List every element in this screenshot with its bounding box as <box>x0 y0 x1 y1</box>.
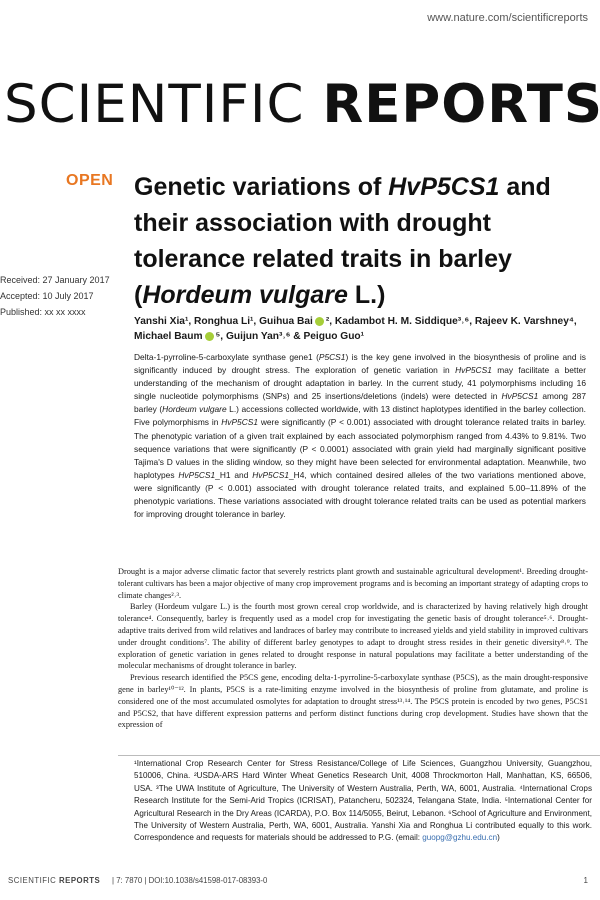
title-part: Genetic variations of <box>134 173 389 201</box>
open-access-label: OPEN <box>66 172 114 189</box>
abstract-text: _H4, which contained desired alleles of … <box>134 469 586 520</box>
gene-name: HvP5CS1 <box>252 469 289 480</box>
body-paragraph: Drought is a major adverse climatic fact… <box>118 567 588 600</box>
abstract-text: Delta-1-pyrroline-5-carboxylate synthase… <box>134 352 319 362</box>
gene-name: HvP5CS1 <box>501 391 539 402</box>
abstract-text: L.) accessions collected worldwide, with… <box>134 404 587 428</box>
page-number: 1 <box>583 876 588 885</box>
body-paragraph: Previous research identified the P5CS ge… <box>118 673 588 730</box>
authors-part: ², Kadambot H. M. Siddique³˒⁶, Rajeev K.… <box>134 316 577 342</box>
footer-journal-bold: REPORTS <box>58 876 101 885</box>
author-list: Yanshi Xia¹, Ronghua Li¹, Guihua Bai ², K… <box>134 314 586 344</box>
abstract-text: may facilitate a better understanding of… <box>134 365 586 402</box>
gene-name: P5CS1 <box>318 352 346 362</box>
authors-part: Yanshi Xia¹, Ronghua Li¹, Guihua Bai <box>134 316 313 327</box>
title-part: L.) <box>347 281 386 309</box>
affiliations: ¹International Crop Research Center for … <box>134 758 592 845</box>
body-text: Drought is a major adverse climatic fact… <box>118 566 588 731</box>
authors-part: ⁵, Guijun Yan³˒⁶ & Peiguo Guo¹ <box>215 331 365 342</box>
footer-journal-name: SCIENTIFIC REPORTS <box>8 876 100 885</box>
abstract-text: were significantly (P < 0.001) associate… <box>134 417 586 480</box>
orcid-icon[interactable] <box>204 331 214 341</box>
page-footer: SCIENTIFIC REPORTS | 7: 7870 | DOI:10.10… <box>0 868 600 896</box>
affiliation-close: ) <box>497 833 500 843</box>
gene-name: HvP5CS1 <box>221 417 258 428</box>
gene-name: HvP5CS1 <box>455 365 492 376</box>
affiliation-divider <box>118 755 600 756</box>
journal-logo-bold: REPORTS <box>322 74 600 135</box>
title-part: and their association with drought toler… <box>134 173 551 309</box>
body-paragraph: Barley (Hordeum vulgare L.) is the fourt… <box>118 602 588 671</box>
gene-name: HvP5CS1 <box>178 469 216 480</box>
published-date: Published: xx xx xxxx <box>0 307 86 317</box>
received-date: Received: 27 January 2017 <box>0 275 110 285</box>
correspondence-email-link[interactable]: guopg@gzhu.edu.cn <box>422 833 498 843</box>
accepted-date: Accepted: 10 July 2017 <box>0 291 94 301</box>
article-title: Genetic variations of HvP5CS1 and their … <box>134 169 574 313</box>
affiliation-text: ¹International Crop Research Center for … <box>134 759 592 843</box>
title-species: Hordeum vulgare <box>142 281 348 309</box>
journal-logo: SCIENTIFIC REPORTS <box>4 72 600 138</box>
article-dates: Received: 27 January 2017 Accepted: 10 J… <box>0 272 112 320</box>
abstract-text: among 287 barley ( <box>134 391 586 415</box>
journal-url[interactable]: www.nature.com/scientificreports <box>427 12 588 24</box>
abstract-text: ) is the key gene involved in the biosyn… <box>134 352 586 376</box>
title-gene: HvP5CS1 <box>388 173 500 201</box>
abstract-text: _H1 and <box>215 469 253 480</box>
abstract: Delta-1-pyrroline-5-carboxylate synthase… <box>134 351 586 521</box>
orcid-icon[interactable] <box>314 316 324 326</box>
footer-journal-light: SCIENTIFIC <box>8 876 59 885</box>
species-name: Hordeum vulgare <box>162 404 227 415</box>
footer-citation: | 7: 7870 | DOI:10.1038/s41598-017-08393… <box>112 876 268 885</box>
journal-logo-light: SCIENTIFIC <box>4 74 323 135</box>
